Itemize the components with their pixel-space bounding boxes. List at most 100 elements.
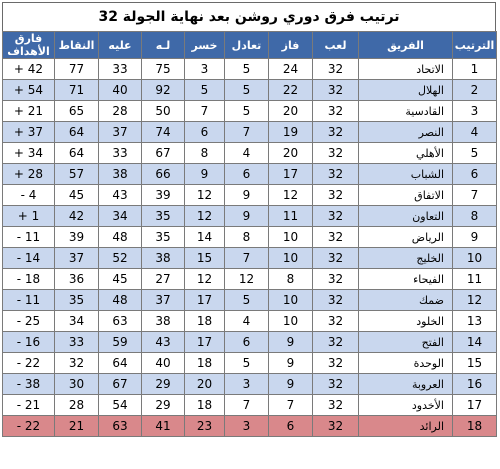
goal-diff-cell: - 22: [2, 415, 55, 437]
drawn-cell: 6: [224, 163, 269, 185]
goal-diff-cell: + 1: [2, 205, 55, 227]
played-cell: 32: [312, 226, 359, 248]
goals-for-cell: 92: [141, 79, 185, 101]
drawn-cell: 8: [224, 226, 269, 248]
points-cell: 57: [54, 163, 99, 185]
goals-for-cell: 40: [141, 352, 185, 374]
won-cell: 7: [268, 394, 313, 416]
team-cell: الفتح: [358, 331, 453, 353]
goals-against-cell: 52: [98, 247, 142, 269]
won-cell: 9: [268, 352, 313, 374]
table-row: 13 الخلود 32 10 4 18 38 63 34- 25: [2, 310, 497, 332]
played-cell: 32: [312, 268, 359, 290]
rank-cell: 11: [452, 268, 497, 290]
goals-for-cell: 38: [141, 310, 185, 332]
rank-cell: 3: [452, 100, 497, 122]
goal-diff-cell: + 21: [2, 100, 55, 122]
standings-table: الترتيب الفريق لعب فاز تعادل خسر لـه عليه النقاط…: [2, 31, 497, 437]
won-cell: 10: [268, 289, 313, 311]
goals-for-cell: 67: [141, 142, 185, 164]
played-cell: 32: [312, 373, 359, 395]
table-row: 14 الفتح 32 9 6 17 43 59 33- 16: [2, 331, 497, 353]
points-cell: 21: [54, 415, 99, 437]
drawn-cell: 3: [224, 415, 269, 437]
team-cell: الاتحاد: [358, 58, 453, 80]
points-cell: 30: [54, 373, 99, 395]
played-cell: 32: [312, 205, 359, 227]
rank-cell: 10: [452, 247, 497, 269]
won-cell: 10: [268, 310, 313, 332]
team-cell: الخليج: [358, 247, 453, 269]
won-cell: 22: [268, 79, 313, 101]
goal-diff-cell: - 21: [2, 394, 55, 416]
lost-cell: 12: [184, 205, 225, 227]
points-cell: 71: [54, 79, 99, 101]
lost-cell: 12: [184, 268, 225, 290]
goals-against-cell: 48: [98, 226, 142, 248]
lost-cell: 20: [184, 373, 225, 395]
team-cell: الأهلي: [358, 142, 453, 164]
goals-against-cell: 63: [98, 310, 142, 332]
team-cell: الوحدة: [358, 352, 453, 374]
header-rank: الترتيب: [452, 31, 497, 59]
drawn-cell: 7: [224, 394, 269, 416]
drawn-cell: 5: [224, 79, 269, 101]
goals-against-cell: 37: [98, 121, 142, 143]
drawn-cell: 4: [224, 142, 269, 164]
header-won: فاز: [268, 31, 313, 59]
rank-cell: 7: [452, 184, 497, 206]
goals-against-cell: 40: [98, 79, 142, 101]
lost-cell: 8: [184, 142, 225, 164]
rank-cell: 1: [452, 58, 497, 80]
table-row: 15 الوحدة 32 9 5 18 40 64 32- 22: [2, 352, 497, 374]
lost-cell: 7: [184, 100, 225, 122]
drawn-cell: 4: [224, 310, 269, 332]
goals-for-cell: 35: [141, 226, 185, 248]
goal-diff-cell: - 22: [2, 352, 55, 374]
points-cell: 28: [54, 394, 99, 416]
rank-cell: 16: [452, 373, 497, 395]
played-cell: 32: [312, 142, 359, 164]
lost-cell: 15: [184, 247, 225, 269]
played-cell: 32: [312, 163, 359, 185]
header-points: النقاط: [54, 31, 99, 59]
table-row: 8 التعاون 32 11 9 12 35 34 42 + 1: [2, 205, 497, 227]
rank-cell: 18: [452, 415, 497, 437]
goal-diff-cell: - 25: [2, 310, 55, 332]
points-cell: 65: [54, 100, 99, 122]
table-row: 10 الخليج 32 10 7 15 38 52 37- 14: [2, 247, 497, 269]
drawn-cell: 5: [224, 289, 269, 311]
goals-for-cell: 74: [141, 121, 185, 143]
rank-cell: 15: [452, 352, 497, 374]
played-cell: 32: [312, 121, 359, 143]
table-row: 1 الاتحاد 32 24 5 3 75 33 77 + 42: [2, 58, 497, 80]
rank-cell: 14: [452, 331, 497, 353]
table-body: 1 الاتحاد 32 24 5 3 75 33 77 + 42 2 الهلال 32 22 5 5 92 4…: [2, 58, 497, 437]
drawn-cell: 9: [224, 184, 269, 206]
points-cell: 45: [54, 184, 99, 206]
won-cell: 11: [268, 205, 313, 227]
won-cell: 20: [268, 142, 313, 164]
lost-cell: 18: [184, 352, 225, 374]
goals-for-cell: 50: [141, 100, 185, 122]
played-cell: 32: [312, 79, 359, 101]
header-lost: خسر: [184, 31, 225, 59]
header-team: الفريق: [358, 31, 453, 59]
won-cell: 10: [268, 226, 313, 248]
goals-against-cell: 67: [98, 373, 142, 395]
goals-against-cell: 54: [98, 394, 142, 416]
goal-diff-cell: + 42: [2, 58, 55, 80]
drawn-cell: 5: [224, 58, 269, 80]
played-cell: 32: [312, 310, 359, 332]
goals-against-cell: 38: [98, 163, 142, 185]
goals-for-cell: 29: [141, 394, 185, 416]
table-row: 7 الاتفاق 32 12 9 12 39 43 45- 4: [2, 184, 497, 206]
rank-cell: 17: [452, 394, 497, 416]
points-cell: 37: [54, 247, 99, 269]
header-goals-for: لـه: [141, 31, 185, 59]
team-cell: التعاون: [358, 205, 453, 227]
standings-panel: ترتيب فرق دوري روشن بعد نهاية الجولة 32 …: [2, 2, 497, 437]
drawn-cell: 9: [224, 205, 269, 227]
goal-diff-cell: - 16: [2, 331, 55, 353]
lost-cell: 14: [184, 226, 225, 248]
